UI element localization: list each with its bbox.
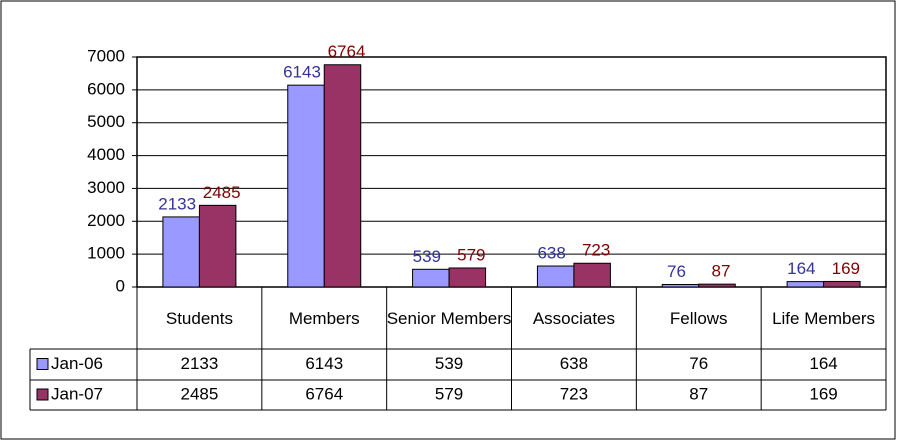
legend-swatch — [36, 358, 49, 370]
x-tick-label: Associates — [532, 308, 616, 328]
y-tick-label: 4000 — [87, 145, 125, 164]
x-tick-label: Students — [165, 308, 233, 328]
y-tick-label: 6000 — [87, 79, 125, 98]
table-cell: 579 — [435, 384, 463, 403]
data-label: 6143 — [283, 63, 321, 82]
y-tick-label: 0 — [116, 276, 125, 295]
table-cell: 6143 — [305, 354, 343, 373]
data-label: 169 — [832, 259, 860, 278]
data-label: 164 — [787, 259, 815, 278]
bar — [448, 267, 487, 288]
x-tick-label: Senior Members — [386, 308, 512, 328]
table-cell: 6764 — [305, 384, 343, 403]
bar — [573, 262, 611, 288]
data-label: 76 — [667, 262, 686, 281]
bar — [412, 268, 450, 288]
x-tick-label-box: Fellows — [669, 308, 728, 328]
bar — [323, 64, 362, 288]
y-tick-label: 7000 — [87, 46, 125, 65]
bar — [536, 265, 575, 288]
bar — [698, 283, 736, 288]
table-cell: 169 — [809, 384, 837, 403]
x-tick-label-box: Students — [165, 308, 233, 328]
table-cell: 76 — [689, 354, 708, 373]
x-tick-label: Members — [288, 308, 360, 328]
x-tick-label-box: Life Members — [772, 308, 876, 328]
data-label: 87 — [712, 262, 731, 281]
data-label: 579 — [457, 245, 485, 264]
legend-label: Jan-07 — [51, 384, 103, 403]
data-label: 723 — [582, 241, 610, 260]
table-cell: 539 — [435, 354, 463, 373]
table-cell: 2485 — [181, 384, 219, 403]
y-tick-label: 3000 — [87, 178, 125, 197]
x-tick-label: Life Members — [772, 308, 876, 328]
table-cell: 723 — [560, 384, 588, 403]
x-tick-label-box: Members — [288, 308, 360, 328]
bar — [287, 84, 325, 288]
bar — [198, 204, 237, 288]
y-tick-label: 2000 — [87, 211, 125, 230]
data-label: 6764 — [328, 42, 366, 61]
data-label: 2485 — [203, 183, 241, 202]
bar — [823, 280, 861, 288]
x-tick-label: Fellows — [669, 308, 728, 328]
legend-swatch — [36, 388, 49, 401]
data-label: 638 — [537, 244, 565, 263]
table-cell: 164 — [809, 354, 837, 373]
data-label: 539 — [413, 247, 441, 266]
bar — [661, 284, 700, 288]
table-cell: 87 — [689, 384, 708, 403]
table-cell: 638 — [560, 354, 588, 373]
data-label: 2133 — [158, 194, 196, 213]
x-tick-label-box: Associates — [532, 308, 616, 328]
legend-label: Jan-06 — [51, 354, 103, 373]
y-tick-label: 5000 — [87, 112, 125, 131]
bar — [786, 281, 825, 288]
x-tick-label-box: Senior Members — [386, 308, 512, 328]
y-tick-label: 1000 — [87, 244, 125, 263]
table-cell: 2133 — [181, 354, 219, 373]
bar — [162, 216, 200, 288]
